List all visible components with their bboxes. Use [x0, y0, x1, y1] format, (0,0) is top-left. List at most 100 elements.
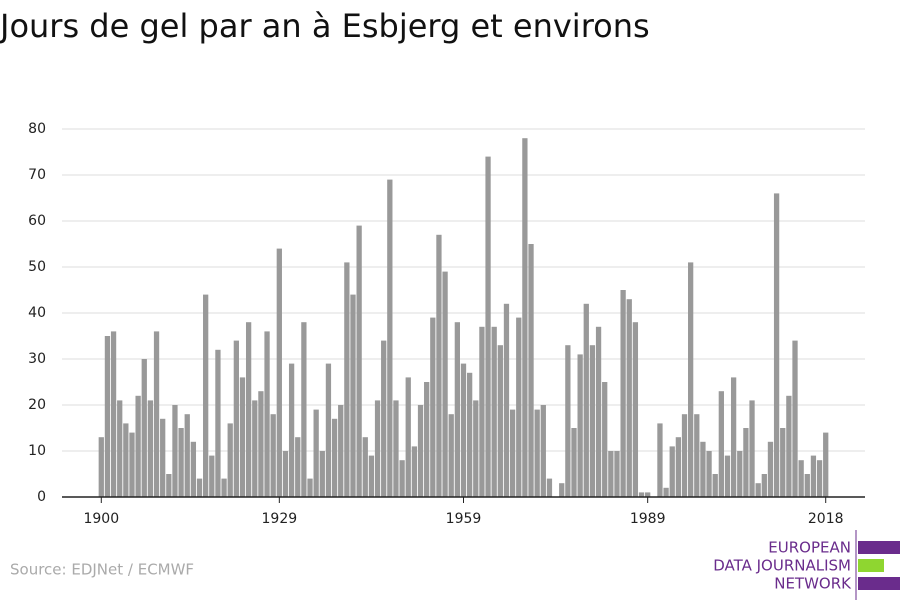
- y-tick-label: 70: [28, 167, 46, 183]
- bar: [331, 418, 338, 497]
- bar: [454, 322, 461, 497]
- x-tick-label: 1900: [83, 511, 119, 527]
- logo-bar: [858, 559, 884, 572]
- bar: [160, 418, 166, 497]
- x-tick-label: 1929: [262, 511, 298, 527]
- bar: [761, 474, 767, 497]
- bar: [466, 372, 473, 497]
- bar: [559, 483, 565, 497]
- bar: [178, 428, 184, 497]
- bar: [436, 234, 442, 498]
- bar: [110, 331, 117, 497]
- bar: [595, 326, 602, 497]
- bar: [399, 460, 405, 497]
- bar: [245, 322, 252, 497]
- bar: [442, 271, 448, 497]
- bar: [338, 405, 344, 497]
- bar: [528, 244, 534, 497]
- bar: [516, 317, 522, 497]
- bar: [424, 382, 430, 497]
- bar: [724, 455, 731, 497]
- bar: [190, 441, 197, 497]
- bar: [381, 340, 387, 497]
- bar: [798, 460, 804, 497]
- bar: [153, 331, 160, 497]
- y-tick-label: 60: [28, 213, 46, 229]
- bar: [196, 478, 203, 497]
- bar: [135, 395, 141, 497]
- bar: [749, 400, 755, 497]
- bar: [602, 382, 608, 497]
- bar: [295, 437, 301, 497]
- bar: [810, 455, 817, 497]
- bar: [780, 428, 786, 497]
- bar: [448, 414, 454, 497]
- bar: [730, 377, 737, 497]
- bar: [540, 405, 546, 497]
- bar: [104, 336, 111, 497]
- bar: [608, 451, 614, 497]
- bar: [479, 326, 485, 497]
- bar: [737, 451, 743, 497]
- bar: [485, 156, 491, 497]
- bar: [184, 414, 190, 497]
- bar: [282, 451, 289, 497]
- bar: [215, 349, 221, 497]
- bar: [816, 460, 823, 497]
- logo-text: EUROPEAN: [768, 539, 851, 557]
- bar: [473, 400, 479, 497]
- bar: [645, 492, 651, 497]
- bar: [288, 363, 295, 497]
- bar: [387, 179, 393, 497]
- bar: [767, 441, 774, 497]
- bar: [258, 391, 264, 497]
- bar: [172, 405, 178, 497]
- bar: [706, 451, 712, 497]
- chart-title: Jours de gel par an à Esbjerg et environ…: [0, 7, 650, 45]
- logo-bar: [858, 577, 900, 590]
- bar: [823, 432, 829, 497]
- bar: [307, 478, 313, 497]
- bar: [503, 303, 510, 497]
- bar: [209, 455, 215, 497]
- bar: [252, 400, 258, 497]
- bar: [583, 303, 589, 497]
- logo-text: DATA JOURNALISM: [713, 557, 851, 575]
- bar: [522, 138, 528, 497]
- bar: [743, 428, 749, 497]
- bar: [773, 193, 780, 497]
- y-tick-label: 30: [28, 351, 46, 367]
- bar: [718, 391, 724, 497]
- bar: [657, 423, 663, 497]
- x-tick-label: 2018: [808, 511, 844, 527]
- bar: [614, 451, 620, 497]
- logo-bar: [858, 541, 900, 554]
- bar: [203, 294, 209, 497]
- bar: [344, 262, 350, 497]
- bar: [239, 377, 246, 497]
- bar: [681, 414, 688, 497]
- bar: [141, 359, 147, 497]
- bar: [638, 492, 645, 497]
- bar: [221, 478, 227, 497]
- bar: [589, 345, 596, 497]
- y-tick-label: 10: [28, 443, 46, 459]
- bar: [571, 428, 577, 497]
- bar: [632, 322, 639, 497]
- bar: [129, 432, 135, 497]
- bar: [393, 400, 399, 497]
- bar: [620, 290, 626, 497]
- bar: [663, 487, 669, 497]
- bar: [430, 317, 436, 497]
- bar: [417, 405, 424, 497]
- bar: [700, 441, 706, 497]
- bar: [688, 262, 694, 497]
- bar: [565, 345, 571, 497]
- bar: [264, 331, 270, 497]
- bar: [98, 437, 104, 497]
- y-tick-label: 80: [28, 121, 46, 137]
- bar: [804, 474, 810, 497]
- bar: [669, 446, 675, 497]
- bar: [411, 446, 418, 497]
